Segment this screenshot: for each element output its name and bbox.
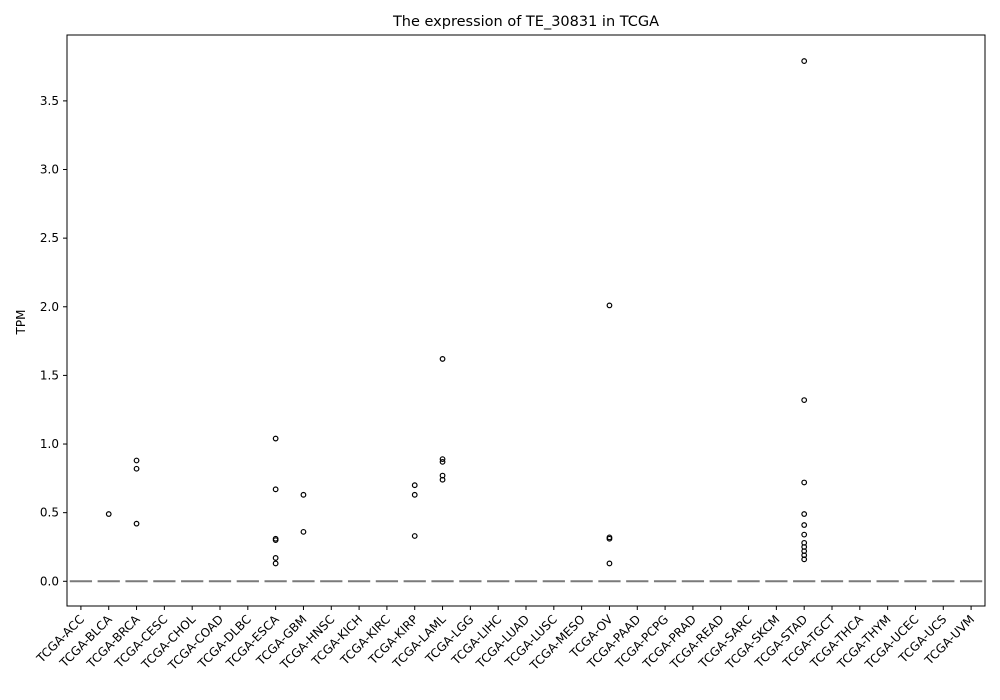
outlier-point xyxy=(439,458,446,465)
plot-area: 0.00.51.01.52.02.53.03.5TCGA-ACCTCGA-BLC… xyxy=(33,58,983,673)
outlier-point xyxy=(801,556,808,563)
outlier-point xyxy=(606,302,613,309)
outlier-point xyxy=(439,476,446,483)
outlier-point xyxy=(272,537,279,544)
outlier-point xyxy=(606,535,613,542)
outlier-point xyxy=(411,491,418,498)
outlier-point xyxy=(801,397,808,404)
outlier-point xyxy=(606,560,613,567)
outlier-point xyxy=(272,560,279,567)
y-tick-label: 3.5 xyxy=(40,94,59,108)
outlier-point xyxy=(439,456,446,463)
outlier-point xyxy=(801,479,808,486)
outlier-point xyxy=(133,457,140,464)
outlier-point xyxy=(133,520,140,527)
y-tick-label: 1.5 xyxy=(40,368,59,382)
outlier-point xyxy=(133,465,140,472)
outlier-point xyxy=(411,533,418,539)
outlier-point xyxy=(801,58,808,64)
outlier-point xyxy=(411,482,418,489)
outlier-point xyxy=(272,486,279,493)
outlier-point xyxy=(801,522,808,528)
y-tick-label: 3.0 xyxy=(40,163,59,177)
y-tick-label: 2.0 xyxy=(40,300,59,314)
y-tick-label: 1.0 xyxy=(40,437,59,451)
chart-title: The expression of TE_30831 in TCGA xyxy=(392,14,659,30)
outlier-point xyxy=(439,356,446,362)
outlier-point xyxy=(300,528,307,535)
y-tick-label: 2.5 xyxy=(40,231,59,245)
outlier-point xyxy=(300,491,307,498)
outlier-point xyxy=(801,531,808,538)
outlier-point xyxy=(801,511,808,517)
y-tick-label: 0.0 xyxy=(40,574,59,588)
outlier-point xyxy=(272,555,279,561)
y-tick-label: 0.5 xyxy=(40,506,59,520)
y-axis-label: TPM xyxy=(14,310,28,336)
outlier-point xyxy=(105,511,112,517)
axes-frame xyxy=(66,34,986,607)
outlier-point xyxy=(272,435,279,442)
